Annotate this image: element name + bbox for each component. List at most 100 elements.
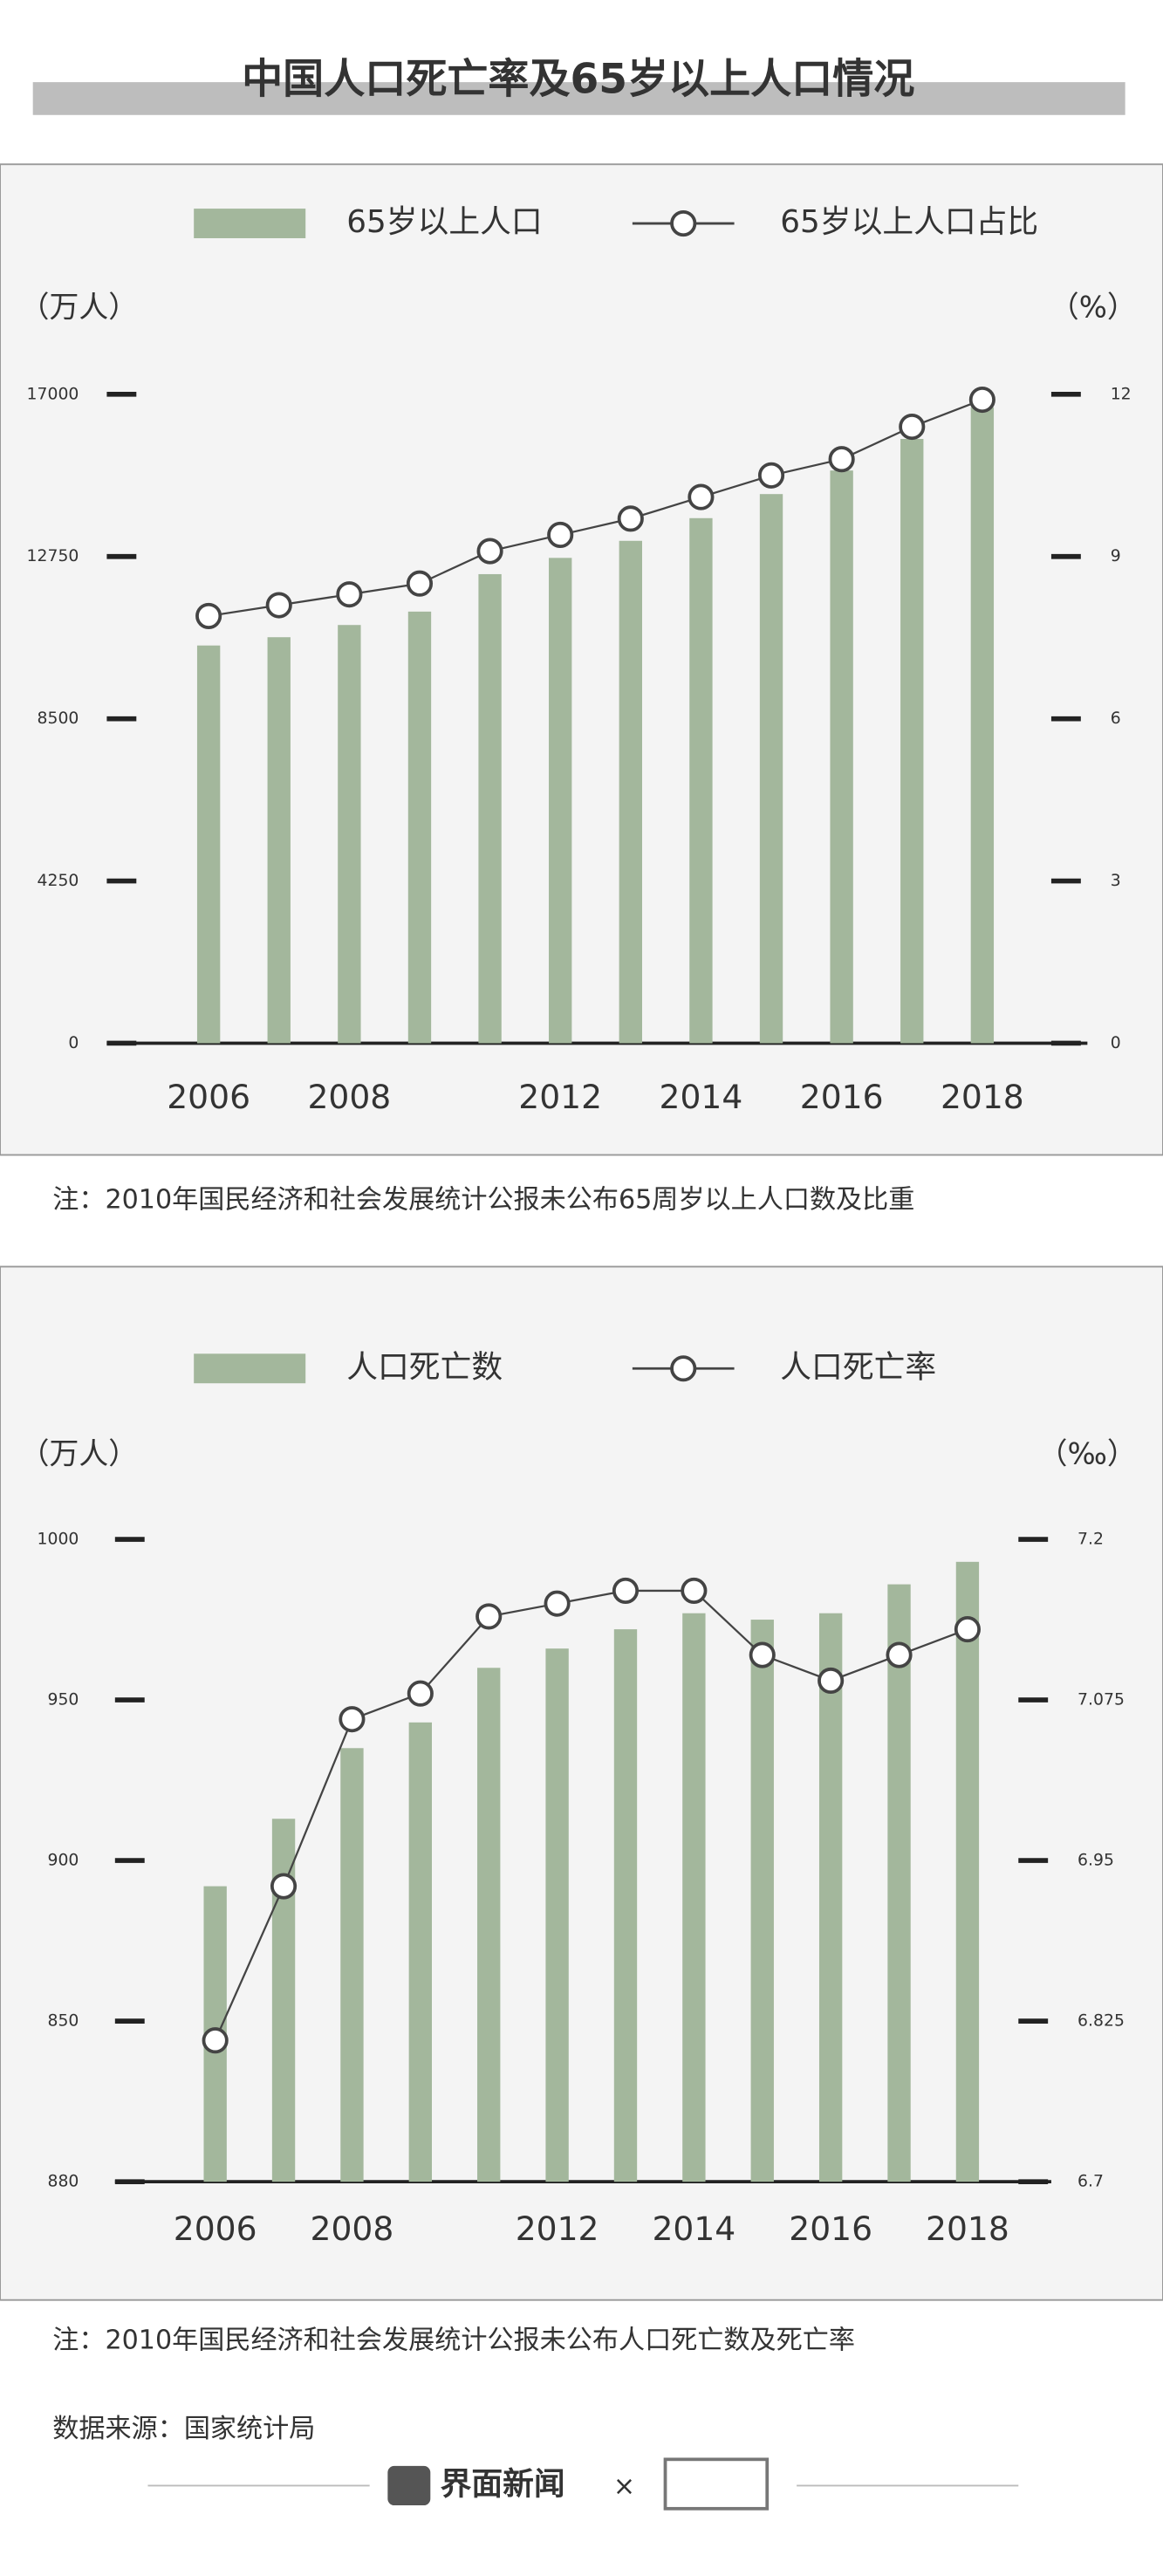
bar bbox=[970, 407, 995, 1044]
title-band bbox=[32, 82, 1125, 115]
bar bbox=[955, 1561, 980, 2182]
bar bbox=[549, 558, 572, 1044]
point bbox=[407, 1680, 434, 1707]
x-tick-label: 2016 bbox=[789, 2209, 872, 2248]
point bbox=[886, 1641, 913, 1668]
point bbox=[681, 1577, 708, 1604]
point bbox=[339, 1706, 366, 1733]
bar bbox=[830, 470, 853, 1044]
brand: 界面新闻 bbox=[441, 2466, 565, 2502]
bar bbox=[818, 1613, 843, 2182]
legend-swatch bbox=[194, 209, 306, 238]
note: 注：2010年国民经济和社会发展统计公报未公布人口死亡数及死亡率 bbox=[52, 2325, 855, 2355]
y2-unit: （‰） bbox=[1038, 1437, 1137, 1471]
bar bbox=[619, 540, 642, 1044]
y2-tick-label: 7.2 bbox=[1077, 1531, 1104, 1549]
legend-label: 人口死亡率 bbox=[780, 1349, 936, 1385]
bar bbox=[338, 625, 361, 1044]
point bbox=[968, 386, 995, 414]
x-tick-label: 2008 bbox=[307, 1078, 391, 1116]
y-tick-label: 12750 bbox=[27, 547, 79, 565]
point bbox=[954, 1616, 981, 1643]
x-tick-label: 2014 bbox=[652, 2209, 735, 2248]
bar bbox=[900, 438, 924, 1044]
y2-tick-label: 3 bbox=[1111, 872, 1121, 890]
y2-tick-label: 0 bbox=[1111, 1034, 1121, 1052]
y-tick-label: 17000 bbox=[27, 385, 79, 403]
legend-swatch bbox=[670, 209, 697, 237]
legend-label: 65岁以上人口 bbox=[346, 204, 542, 240]
point bbox=[757, 462, 785, 489]
x-tick-label: 2012 bbox=[518, 1078, 602, 1116]
y-tick-label: 850 bbox=[47, 2012, 79, 2031]
bar bbox=[750, 1620, 774, 2182]
point bbox=[688, 483, 715, 510]
panel bbox=[0, 163, 1163, 1156]
partner-logo bbox=[663, 2457, 770, 2511]
y-tick-label: 8500 bbox=[38, 709, 79, 728]
bar bbox=[267, 637, 291, 1044]
y-tick-label: 950 bbox=[47, 1691, 79, 1709]
point bbox=[475, 1603, 503, 1630]
legend-swatch bbox=[670, 1355, 697, 1382]
bar bbox=[545, 1648, 569, 2182]
x-tick-label: 2018 bbox=[941, 1078, 1024, 1116]
y2-tick-label: 6.7 bbox=[1077, 2173, 1104, 2191]
panel bbox=[0, 1265, 1163, 2301]
x-tick-label: 2012 bbox=[516, 2209, 599, 2248]
point bbox=[617, 505, 644, 532]
point bbox=[265, 592, 292, 619]
source: 数据来源：国家统计局 bbox=[52, 2414, 315, 2444]
point bbox=[202, 2027, 229, 2054]
y-tick-label: 900 bbox=[47, 1852, 79, 1870]
point bbox=[336, 581, 363, 608]
bar bbox=[689, 517, 713, 1044]
y2-tick-label: 6.95 bbox=[1077, 1852, 1114, 1870]
y2-tick-label: 9 bbox=[1111, 547, 1121, 565]
y2-tick-label: 6 bbox=[1111, 709, 1121, 728]
x-tick-label: 2006 bbox=[174, 2209, 257, 2248]
x-tick-label: 2014 bbox=[660, 1078, 743, 1116]
y-tick-label: 0 bbox=[68, 1034, 79, 1052]
x-tick-label: 2018 bbox=[926, 2209, 1009, 2248]
point bbox=[818, 1667, 845, 1695]
x-tick-label: 2008 bbox=[311, 2209, 394, 2248]
y2-tick-label: 7.075 bbox=[1077, 1691, 1125, 1709]
bar bbox=[340, 1748, 364, 2182]
point bbox=[612, 1577, 640, 1604]
point bbox=[828, 446, 855, 473]
legend-label: 人口死亡数 bbox=[346, 1349, 503, 1385]
y-tick-label: 4250 bbox=[38, 872, 79, 890]
bar bbox=[478, 573, 502, 1044]
bar bbox=[887, 1584, 911, 2182]
bar bbox=[196, 645, 221, 1044]
bar bbox=[759, 494, 783, 1044]
point bbox=[476, 538, 503, 565]
x-tick-label: 2016 bbox=[800, 1078, 884, 1116]
brand-icon bbox=[387, 2465, 431, 2506]
note: 注：2010年国民经济和社会发展统计公报未公布65周岁以上人口数及比重 bbox=[52, 1185, 914, 1216]
point bbox=[195, 602, 222, 629]
legend-label: 65岁以上人口占比 bbox=[780, 204, 1038, 240]
y2-tick-label: 12 bbox=[1111, 385, 1132, 403]
bar bbox=[407, 611, 432, 1044]
y-tick-label: 880 bbox=[47, 2173, 79, 2191]
point bbox=[270, 1873, 298, 1900]
separator: × bbox=[613, 2471, 635, 2502]
point bbox=[749, 1641, 776, 1668]
x-tick-label: 2006 bbox=[167, 1078, 250, 1116]
title: 中国人口死亡率及65岁以上人口情况 bbox=[242, 56, 914, 104]
bar bbox=[408, 1722, 433, 2182]
y2-unit: （%） bbox=[1050, 290, 1137, 324]
legend-swatch bbox=[194, 1353, 306, 1384]
y2-tick-label: 6.825 bbox=[1077, 2012, 1125, 2031]
y-unit: （万人） bbox=[20, 1437, 139, 1471]
bar bbox=[477, 1668, 501, 2182]
y-unit: （万人） bbox=[20, 290, 139, 324]
point bbox=[406, 570, 434, 597]
bar bbox=[613, 1629, 638, 2182]
point bbox=[544, 1590, 571, 1617]
point bbox=[547, 521, 574, 549]
y-tick-label: 1000 bbox=[38, 1531, 79, 1549]
